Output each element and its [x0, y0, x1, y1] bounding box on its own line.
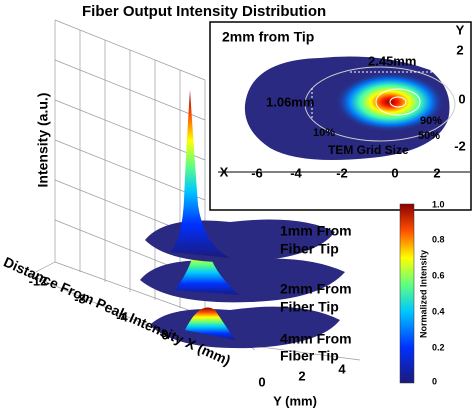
inset-title: 2mm from Tip — [222, 29, 314, 45]
y-axis-label: Y (mm) — [273, 393, 317, 408]
inset-y-tick: -2 — [454, 138, 466, 153]
x-tick-label: -8 — [74, 291, 86, 306]
colorbar-tick: 0.6 — [432, 270, 445, 280]
y-tick-label: 2 — [298, 368, 305, 383]
colorbar-tick: 0 — [432, 376, 437, 386]
layer-label: 2mm From — [280, 281, 352, 297]
inset-y-tick: 2 — [456, 42, 463, 57]
layer-labels: 1mm From Fiber Tip 2mm From Fiber Tip 4m… — [280, 223, 352, 364]
width-label: 2.45mm — [368, 53, 416, 68]
inset-x-tick: 2 — [433, 165, 440, 180]
contour-label: 10% — [313, 127, 335, 139]
grid-label: TEM Grid Size — [328, 143, 409, 157]
inset-y-tick: 0 — [458, 91, 465, 106]
contour-label: 90% — [420, 115, 442, 127]
colorbar-tick: 0.2 — [432, 342, 445, 352]
inset-x-tick: -2 — [336, 165, 348, 180]
colorbar-tick: 1.0 — [432, 199, 445, 209]
x-tick-label: 0 — [161, 327, 168, 342]
colorbar: Normalized Intensity 1.0 0.8 0.6 0.4 0.2… — [399, 199, 445, 386]
height-label: 1.06mm — [266, 94, 314, 109]
inset-x-tick: -4 — [290, 165, 302, 180]
layer-label: Fiber Tip — [280, 241, 339, 257]
layer-label: Fiber Tip — [280, 348, 339, 364]
inset-x-label: X — [220, 164, 229, 179]
title: Fiber Output Intensity Distribution — [82, 3, 326, 20]
x-tick-label: -4 — [116, 309, 128, 324]
layer-label: 1mm From — [280, 223, 352, 239]
layer-label: 4mm From — [280, 331, 352, 347]
contour-label: 50% — [418, 130, 440, 142]
x-tick-label: -12 — [29, 273, 48, 288]
colorbar-tick: 0.8 — [432, 234, 445, 244]
inset-x-tick: -6 — [251, 165, 263, 180]
inset-y-label: Y — [456, 22, 465, 37]
intensity-layers — [140, 90, 345, 349]
colorbar-tick: 0.4 — [432, 306, 445, 316]
inset: 2mm from Tip 2.45mm 1.06mm 10% 90% 50% T… — [209, 21, 472, 211]
z-axis-label: Intensity (a.u.) — [35, 93, 51, 188]
y-tick-label: 4 — [338, 361, 346, 376]
y-tick-label: 0 — [258, 374, 265, 389]
inset-x-tick: 0 — [391, 165, 398, 180]
colorbar-label: Normalized Intensity — [418, 250, 428, 338]
layer-label: Fiber Tip — [280, 299, 339, 315]
